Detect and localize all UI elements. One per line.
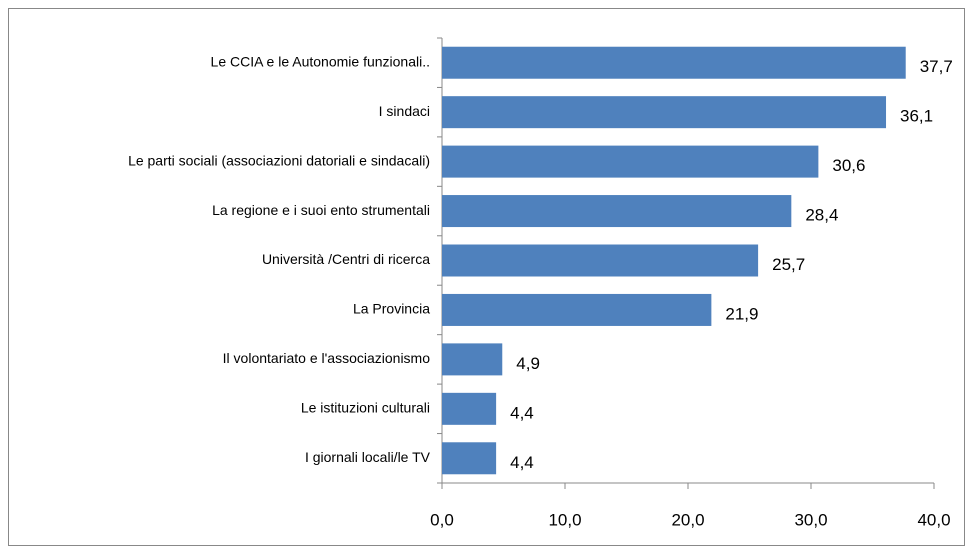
chart-border: [8, 8, 965, 546]
y-tick-label: Il volontariato e l'associazionismo: [223, 350, 431, 366]
bar: [442, 96, 887, 129]
y-tick-label: La regione e i suoi ento strumentali: [212, 202, 430, 218]
bar: [442, 343, 503, 376]
value-label: 4,9: [516, 354, 540, 373]
bar: [442, 46, 906, 79]
x-tick-label: 10,0: [548, 510, 581, 529]
y-tick-label: Le istituzioni culturali: [301, 400, 430, 416]
y-tick-label: Le parti sociali (associazioni datoriali…: [128, 152, 430, 168]
value-label: 25,7: [772, 255, 805, 274]
y-tick-label: Università /Centri di ricerca: [262, 251, 430, 267]
x-tick-label: 40,0: [917, 510, 950, 529]
value-label: 37,7: [920, 57, 953, 76]
x-tick-label: 30,0: [794, 510, 827, 529]
y-tick-label: La Provincia: [353, 301, 430, 317]
value-label: 21,9: [725, 304, 758, 323]
bar: [442, 392, 497, 425]
value-label: 30,6: [832, 156, 865, 175]
value-label: 4,4: [510, 403, 534, 422]
value-label: 36,1: [900, 107, 933, 126]
y-tick-label: I giornali locali/le TV: [305, 449, 431, 465]
bar: [442, 442, 497, 475]
y-tick-label: Le CCIA e le Autonomie funzionali..: [211, 53, 430, 69]
bar: [442, 195, 792, 228]
bar: [442, 145, 819, 178]
y-tick-label: I sindaci: [379, 103, 430, 119]
value-label: 28,4: [805, 206, 838, 225]
value-label: 4,4: [510, 453, 534, 472]
x-tick-label: 0,0: [430, 510, 454, 529]
bar: [442, 293, 712, 326]
x-tick-label: 20,0: [671, 510, 704, 529]
bar: [442, 244, 759, 277]
